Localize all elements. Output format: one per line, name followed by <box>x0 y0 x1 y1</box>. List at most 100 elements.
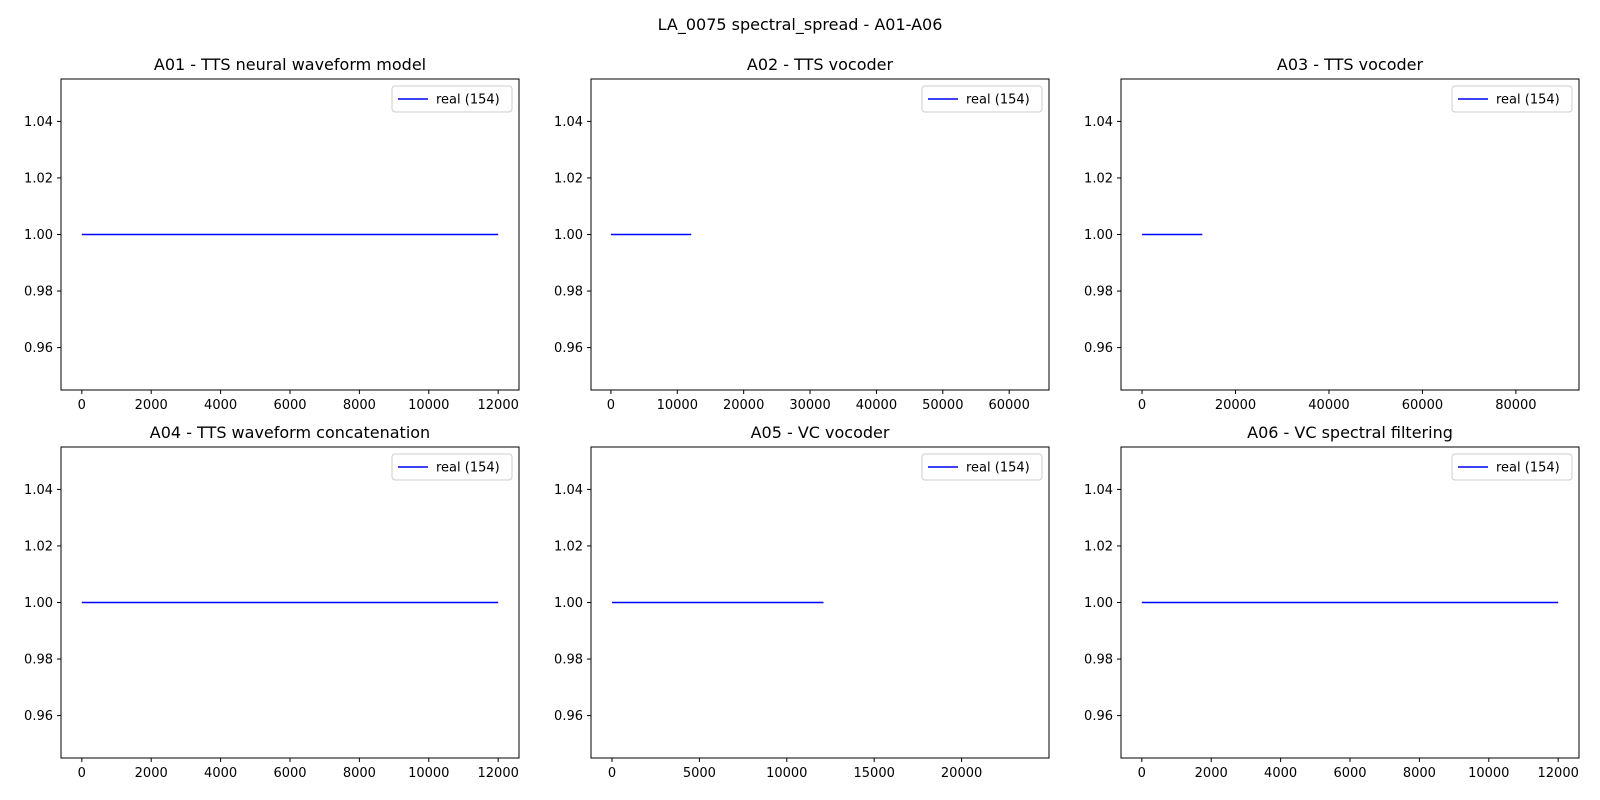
x-tick-label: 12000 <box>1538 766 1579 781</box>
x-tick-label: 20000 <box>941 766 982 781</box>
x-tick-label: 40000 <box>856 398 897 413</box>
legend-box <box>1451 85 1573 113</box>
y-tick-label: 1.02 <box>24 539 53 554</box>
y-tick-label: 1.00 <box>554 596 583 611</box>
figure-title: LA_0075 spectral_spread - A01-A06 <box>658 15 943 35</box>
legend-label: real (154) <box>1496 93 1560 108</box>
legend-box <box>921 85 1043 113</box>
y-tick-label: 1.02 <box>554 539 583 554</box>
legend-box <box>1451 453 1573 481</box>
subplot-2: A02 - TTS vocoder 0 10000 20000 30000 40000 50… <box>554 55 1050 413</box>
y-tick-label: 0.96 <box>24 709 53 724</box>
y-tick-label: 1.00 <box>24 228 53 243</box>
legend-box <box>921 453 1043 481</box>
x-tick-label: 0 <box>608 766 616 781</box>
y-tick-label: 1.04 <box>1084 483 1113 498</box>
x-tick-label: 8000 <box>343 766 376 781</box>
y-tick-label: 0.98 <box>554 653 583 668</box>
subplot-title: A04 - TTS waveform concatenation <box>150 423 430 442</box>
x-tick-label: 0 <box>607 398 615 413</box>
y-tick-label: 1.02 <box>24 171 53 186</box>
x-tick-label: 4000 <box>1264 766 1297 781</box>
y-tick-label: 1.00 <box>1084 228 1113 243</box>
x-tick-label: 10000 <box>408 766 449 781</box>
x-tick-label: 8000 <box>343 398 376 413</box>
legend: real (154) <box>1451 85 1573 113</box>
legend: real (154) <box>921 85 1043 113</box>
x-tick-label: 80000 <box>1495 398 1536 413</box>
x-tick-label: 6000 <box>1333 766 1366 781</box>
x-tick-label: 60000 <box>988 398 1029 413</box>
y-tick-label: 0.98 <box>1084 285 1113 300</box>
legend-box <box>391 85 513 113</box>
x-tick-label: 2000 <box>1195 766 1228 781</box>
y-tick-label: 0.96 <box>24 341 53 356</box>
legend-label: real (154) <box>436 461 500 476</box>
x-tick-label: 12000 <box>478 398 519 413</box>
x-tick-label: 30000 <box>789 398 830 413</box>
subplot-title: A06 - VC spectral filtering <box>1247 423 1453 442</box>
y-tick-label: 0.98 <box>24 285 53 300</box>
subplot-1: A01 - TTS neural waveform model 0 2000 4000… <box>24 55 520 413</box>
subplot-5: A05 - VC vocoder 0 5000 10000 15000 20000 0.96… <box>554 423 1050 781</box>
legend-label: real (154) <box>966 93 1030 108</box>
x-tick-label: 0 <box>1138 766 1146 781</box>
y-tick-label: 0.96 <box>1084 341 1113 356</box>
x-tick-label: 0 <box>78 766 86 781</box>
y-tick-label: 1.02 <box>1084 539 1113 554</box>
legend: real (154) <box>921 453 1043 481</box>
subplot-4: A04 - TTS waveform concatenation 0 2000 400… <box>24 423 520 781</box>
x-tick-label: 4000 <box>204 398 237 413</box>
y-tick-label: 1.00 <box>1084 596 1113 611</box>
legend-label: real (154) <box>966 461 1030 476</box>
y-tick-label: 1.04 <box>554 115 583 130</box>
subplot-title: A01 - TTS neural waveform model <box>154 55 426 74</box>
legend: real (154) <box>1451 453 1573 481</box>
subplot-title: A02 - TTS vocoder <box>747 55 894 74</box>
y-tick-label: 1.04 <box>24 483 53 498</box>
y-tick-label: 0.98 <box>1084 653 1113 668</box>
subplot-title: A05 - VC vocoder <box>751 423 890 442</box>
y-tick-label: 0.96 <box>554 709 583 724</box>
y-tick-label: 1.00 <box>24 596 53 611</box>
x-tick-label: 0 <box>1138 398 1146 413</box>
subplot-grid: A01 - TTS neural waveform model 0 2000 4000… <box>24 55 1580 781</box>
y-tick-label: 1.02 <box>554 171 583 186</box>
subplot-3: A03 - TTS vocoder 0 20000 40000 60000 80000 0.… <box>1084 55 1580 413</box>
y-tick-label: 0.98 <box>554 285 583 300</box>
y-tick-label: 0.96 <box>554 341 583 356</box>
x-tick-label: 12000 <box>478 766 519 781</box>
x-tick-label: 6000 <box>273 398 306 413</box>
x-tick-label: 50000 <box>922 398 963 413</box>
legend-label: real (154) <box>436 93 500 108</box>
x-tick-label: 10000 <box>1468 766 1509 781</box>
x-tick-label: 2000 <box>135 766 168 781</box>
y-tick-label: 1.04 <box>1084 115 1113 130</box>
y-tick-label: 0.96 <box>1084 709 1113 724</box>
x-tick-label: 0 <box>78 398 86 413</box>
x-tick-label: 10000 <box>766 766 807 781</box>
x-tick-label: 2000 <box>135 398 168 413</box>
x-tick-label: 8000 <box>1403 766 1436 781</box>
legend: real (154) <box>391 85 513 113</box>
x-tick-label: 15000 <box>854 766 895 781</box>
y-tick-label: 1.04 <box>554 483 583 498</box>
x-tick-label: 5000 <box>683 766 716 781</box>
legend-label: real (154) <box>1496 461 1560 476</box>
x-tick-label: 10000 <box>657 398 698 413</box>
x-tick-label: 40000 <box>1308 398 1349 413</box>
x-tick-label: 20000 <box>1215 398 1256 413</box>
x-tick-label: 6000 <box>273 766 306 781</box>
y-tick-label: 1.04 <box>24 115 53 130</box>
y-tick-label: 1.02 <box>1084 171 1113 186</box>
x-tick-label: 20000 <box>723 398 764 413</box>
y-tick-label: 0.98 <box>24 653 53 668</box>
x-tick-label: 60000 <box>1402 398 1443 413</box>
y-tick-label: 1.00 <box>554 228 583 243</box>
legend: real (154) <box>391 453 513 481</box>
subplot-6: A06 - VC spectral filtering 0 2000 4000 6000… <box>1084 423 1580 781</box>
legend-box <box>391 453 513 481</box>
x-tick-label: 4000 <box>204 766 237 781</box>
x-tick-label: 10000 <box>408 398 449 413</box>
